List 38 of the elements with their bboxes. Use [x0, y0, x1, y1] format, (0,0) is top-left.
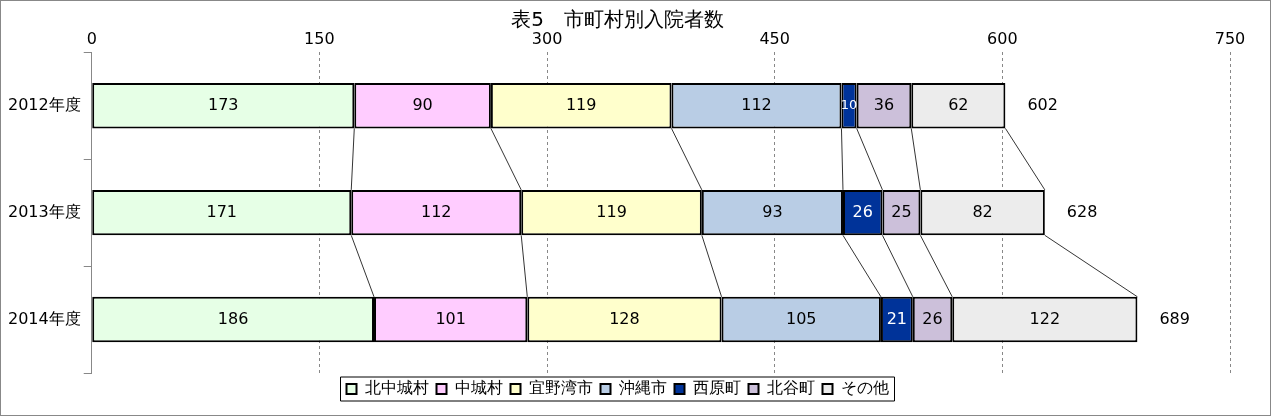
x-tick-label: 0 [86, 28, 97, 48]
data-label: 112 [420, 201, 452, 221]
x-tick-label: 150 [304, 28, 335, 48]
y-tick-label: 2013年度 [8, 201, 81, 221]
y-tick-label: 2012年度 [8, 94, 81, 114]
data-label: 186 [217, 308, 249, 328]
x-tick-label: 450 [759, 28, 790, 48]
x-tick-label: 750 [1214, 28, 1246, 48]
data-label: 90 [412, 94, 433, 114]
legend-label: その他 [840, 378, 889, 398]
data-label: 171 [206, 201, 238, 221]
data-label: 93 [762, 201, 783, 221]
data-label: 62 [948, 94, 969, 114]
data-label: 101 [435, 308, 466, 328]
legend-label: 北谷町 [766, 378, 815, 398]
data-label: 112 [741, 94, 772, 114]
data-label: 105 [785, 308, 817, 328]
legend-label: 宜野湾市 [528, 378, 593, 398]
data-label: 128 [609, 308, 640, 328]
x-tick-label: 600 [987, 28, 1018, 48]
data-label: 25 [891, 201, 912, 221]
legend-label: 北中城村 [364, 378, 429, 398]
data-label: 173 [207, 94, 239, 114]
total-label: 628 [1066, 201, 1098, 221]
data-label: 119 [596, 201, 627, 221]
data-label: 36 [873, 94, 895, 114]
legend-label: 西原町 [692, 378, 741, 398]
legend-label: 沖縄市 [618, 378, 667, 398]
total-label: 602 [1027, 94, 1058, 114]
data-label: 26 [922, 308, 943, 328]
y-tick-label: 2014年度 [8, 308, 81, 328]
data-label: 82 [972, 201, 993, 221]
data-label: 119 [565, 94, 597, 114]
legend-label: 中城村 [454, 378, 503, 398]
total-label: 689 [1159, 308, 1190, 328]
data-label: 26 [852, 201, 873, 221]
data-label: 21 [886, 308, 908, 328]
data-label: 122 [1029, 308, 1061, 328]
